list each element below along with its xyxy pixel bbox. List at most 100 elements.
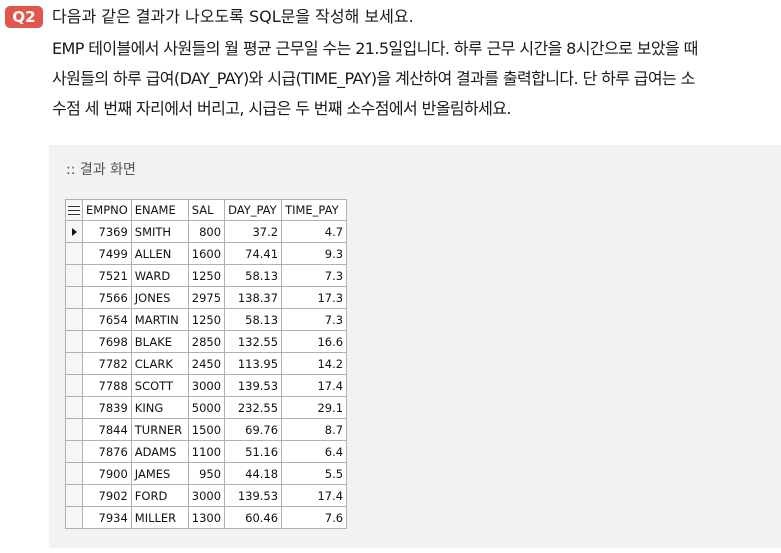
cell-time-pay[interactable]: 9.3	[281, 242, 348, 265]
cell-ename[interactable]: TURNER	[130, 418, 189, 441]
cell-day-pay[interactable]: 60.46	[224, 506, 283, 529]
row-indicator[interactable]	[65, 308, 83, 331]
table-row[interactable]: 7876 ADAMS 1100 51.16 6.4	[65, 440, 348, 463]
cell-time-pay[interactable]: 7.3	[281, 264, 348, 287]
cell-sal[interactable]: 1500	[187, 418, 226, 441]
row-indicator[interactable]	[65, 440, 83, 463]
cell-time-pay[interactable]: 29.1	[281, 396, 348, 419]
cell-time-pay[interactable]: 17.3	[281, 286, 348, 309]
cell-time-pay[interactable]: 16.6	[281, 330, 348, 353]
table-row[interactable]: 7839 KING 5000 232.55 29.1	[65, 396, 348, 419]
row-indicator[interactable]	[65, 330, 83, 353]
cell-ename[interactable]: BLAKE	[130, 330, 189, 353]
cell-sal[interactable]: 800	[187, 220, 226, 243]
cell-time-pay[interactable]: 8.7	[281, 418, 348, 441]
column-header-day-pay[interactable]: DAY_PAY	[224, 199, 283, 221]
cell-day-pay[interactable]: 139.53	[224, 374, 283, 397]
row-indicator[interactable]	[65, 396, 83, 419]
cell-sal[interactable]: 1300	[187, 506, 226, 529]
cell-empno[interactable]: 7900	[82, 462, 132, 485]
cell-empno[interactable]: 7566	[82, 286, 132, 309]
cell-ename[interactable]: MILLER	[130, 506, 189, 529]
cell-sal[interactable]: 1250	[187, 308, 226, 331]
table-row[interactable]: 7566 JONES 2975 138.37 17.3	[65, 286, 348, 309]
cell-time-pay[interactable]: 5.5	[281, 462, 348, 485]
table-row[interactable]: 7782 CLARK 2450 113.95 14.2	[65, 352, 348, 375]
cell-day-pay[interactable]: 58.13	[224, 264, 283, 287]
cell-day-pay[interactable]: 44.18	[224, 462, 283, 485]
cell-ename[interactable]: SMITH	[130, 220, 189, 243]
cell-day-pay[interactable]: 113.95	[224, 352, 283, 375]
cell-ename[interactable]: WARD	[130, 264, 189, 287]
table-row[interactable]: 7900 JAMES 950 44.18 5.5	[65, 462, 348, 485]
row-indicator[interactable]	[65, 506, 83, 529]
row-indicator[interactable]	[65, 286, 83, 309]
cell-time-pay[interactable]: 17.4	[281, 374, 348, 397]
cell-ename[interactable]: SCOTT	[130, 374, 189, 397]
table-row[interactable]: 7788 SCOTT 3000 139.53 17.4	[65, 374, 348, 397]
table-row[interactable]: 7369 SMITH 800 37.2 4.7	[65, 220, 348, 243]
cell-empno[interactable]: 7499	[82, 242, 132, 265]
cell-time-pay[interactable]: 14.2	[281, 352, 348, 375]
cell-day-pay[interactable]: 139.53	[224, 484, 283, 507]
cell-empno[interactable]: 7902	[82, 484, 132, 507]
cell-time-pay[interactable]: 7.6	[281, 506, 348, 529]
column-header-sal[interactable]: SAL	[187, 199, 226, 221]
cell-sal[interactable]: 1600	[187, 242, 226, 265]
cell-sal[interactable]: 2975	[187, 286, 226, 309]
cell-day-pay[interactable]: 138.37	[224, 286, 283, 309]
cell-empno[interactable]: 7839	[82, 396, 132, 419]
cell-sal[interactable]: 3000	[187, 484, 226, 507]
row-indicator[interactable]	[65, 374, 83, 397]
row-indicator[interactable]	[65, 242, 83, 265]
cell-day-pay[interactable]: 232.55	[224, 396, 283, 419]
cell-day-pay[interactable]: 69.76	[224, 418, 283, 441]
row-indicator[interactable]	[65, 264, 83, 287]
column-header-ename[interactable]: ENAME	[130, 199, 189, 221]
cell-time-pay[interactable]: 4.7	[281, 220, 348, 243]
cell-ename[interactable]: KING	[130, 396, 189, 419]
cell-day-pay[interactable]: 74.41	[224, 242, 283, 265]
row-indicator[interactable]	[65, 484, 83, 507]
table-row[interactable]: 7902 FORD 3000 139.53 17.4	[65, 484, 348, 507]
cell-ename[interactable]: CLARK	[130, 352, 189, 375]
table-row[interactable]: 7844 TURNER 1500 69.76 8.7	[65, 418, 348, 441]
cell-sal[interactable]: 2450	[187, 352, 226, 375]
cell-ename[interactable]: MARTIN	[130, 308, 189, 331]
cell-empno[interactable]: 7698	[82, 330, 132, 353]
cell-sal[interactable]: 950	[187, 462, 226, 485]
row-indicator[interactable]	[65, 352, 83, 375]
cell-day-pay[interactable]: 37.2	[224, 220, 283, 243]
cell-empno[interactable]: 7788	[82, 374, 132, 397]
table-row[interactable]: 7521 WARD 1250 58.13 7.3	[65, 264, 348, 287]
result-grid[interactable]: EMPNO ENAME SAL DAY_PAY TIME_PAY 7369 SMI…	[65, 199, 348, 529]
cell-day-pay[interactable]: 132.55	[224, 330, 283, 353]
cell-empno[interactable]: 7844	[82, 418, 132, 441]
cell-day-pay[interactable]: 51.16	[224, 440, 283, 463]
cell-ename[interactable]: JONES	[130, 286, 189, 309]
cell-empno[interactable]: 7654	[82, 308, 132, 331]
column-header-time-pay[interactable]: TIME_PAY	[281, 199, 348, 221]
cell-empno[interactable]: 7782	[82, 352, 132, 375]
column-header-empno[interactable]: EMPNO	[82, 199, 132, 221]
table-row[interactable]: 7654 MARTIN 1250 58.13 7.3	[65, 308, 348, 331]
table-row[interactable]: 7499 ALLEN 1600 74.41 9.3	[65, 242, 348, 265]
cell-sal[interactable]: 2850	[187, 330, 226, 353]
row-indicator[interactable]	[65, 220, 83, 243]
cell-empno[interactable]: 7369	[82, 220, 132, 243]
cell-ename[interactable]: JAMES	[130, 462, 189, 485]
cell-empno[interactable]: 7521	[82, 264, 132, 287]
cell-time-pay[interactable]: 17.4	[281, 484, 348, 507]
grid-corner[interactable]	[65, 199, 83, 221]
cell-time-pay[interactable]: 7.3	[281, 308, 348, 331]
cell-sal[interactable]: 1100	[187, 440, 226, 463]
row-indicator[interactable]	[65, 462, 83, 485]
row-indicator[interactable]	[65, 418, 83, 441]
cell-ename[interactable]: FORD	[130, 484, 189, 507]
cell-empno[interactable]: 7934	[82, 506, 132, 529]
cell-sal[interactable]: 1250	[187, 264, 226, 287]
table-row[interactable]: 7934 MILLER 1300 60.46 7.6	[65, 506, 348, 529]
cell-ename[interactable]: ALLEN	[130, 242, 189, 265]
cell-time-pay[interactable]: 6.4	[281, 440, 348, 463]
cell-empno[interactable]: 7876	[82, 440, 132, 463]
